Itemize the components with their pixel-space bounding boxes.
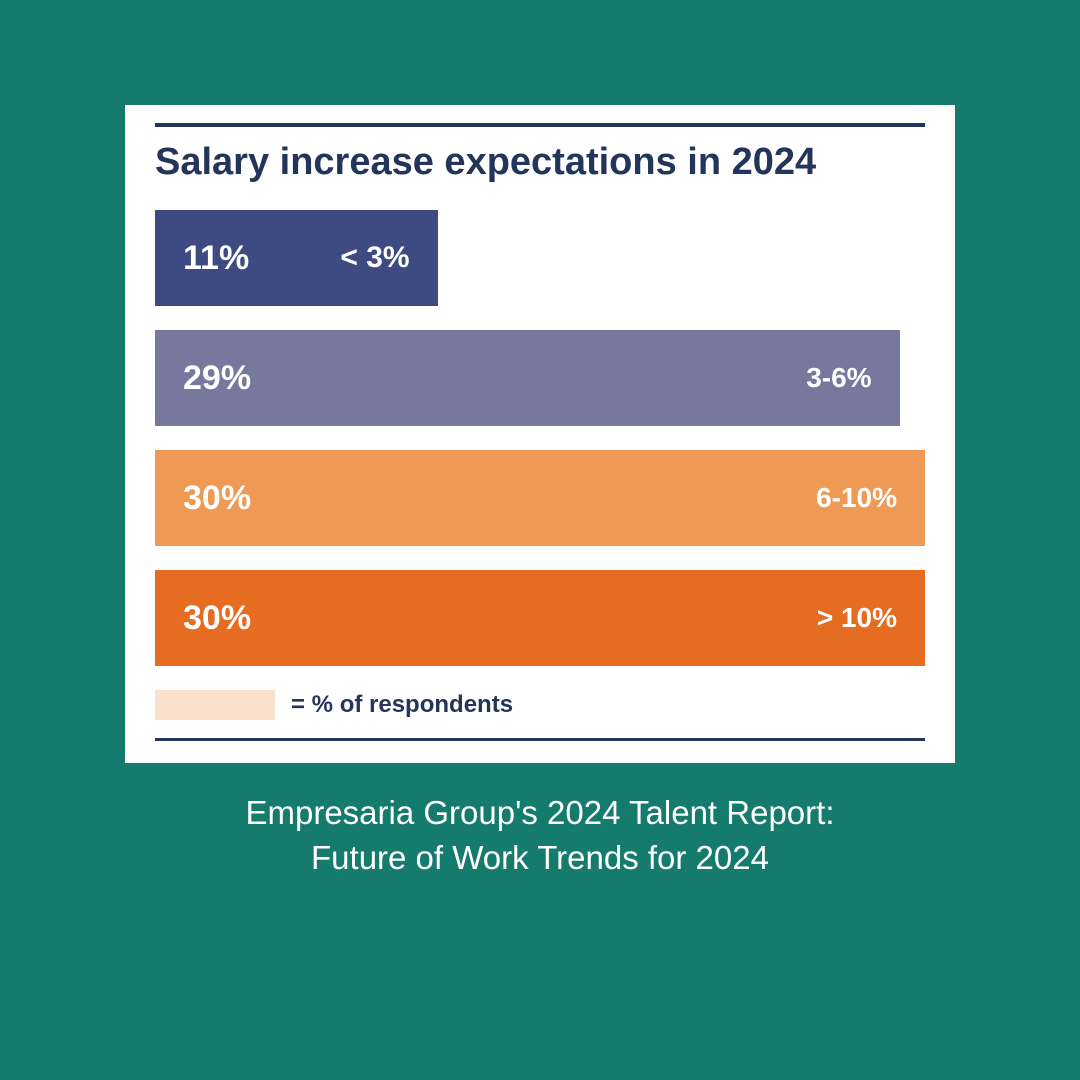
bar-row: 30% > 10% xyxy=(155,570,925,666)
bar-range-label: 3-6% xyxy=(806,362,871,394)
chart-card: Salary increase expectations in 2024 11%… xyxy=(125,105,955,763)
legend-swatch xyxy=(155,690,275,720)
bar-range-label: 6-10% xyxy=(816,482,897,514)
bar-range-label: > 10% xyxy=(817,602,897,634)
bar-row: 29% 3-6% xyxy=(155,330,900,426)
bar-row: 11% < 3% xyxy=(155,210,438,306)
chart-legend: = % of respondents xyxy=(155,690,925,720)
bar-percent-label: 11% xyxy=(183,239,249,278)
chart-title: Salary increase expectations in 2024 xyxy=(155,141,925,184)
card-top-rule xyxy=(155,123,925,127)
legend-label: = % of respondents xyxy=(291,691,513,719)
card-bottom-rule xyxy=(155,738,925,741)
bar-percent-label: 29% xyxy=(183,359,251,398)
bar-percent-label: 30% xyxy=(183,479,251,518)
caption-line: Empresaria Group's 2024 Talent Report: xyxy=(245,791,834,836)
bar-percent-label: 30% xyxy=(183,599,251,638)
bar-range-label: < 3% xyxy=(340,241,409,275)
caption: Empresaria Group's 2024 Talent Report: F… xyxy=(245,791,834,880)
caption-line: Future of Work Trends for 2024 xyxy=(245,836,834,881)
bar-row: 30% 6-10% xyxy=(155,450,925,546)
bar-container: 11% < 3% 29% 3-6% 30% 6-10% 30% > 10% xyxy=(155,210,925,666)
